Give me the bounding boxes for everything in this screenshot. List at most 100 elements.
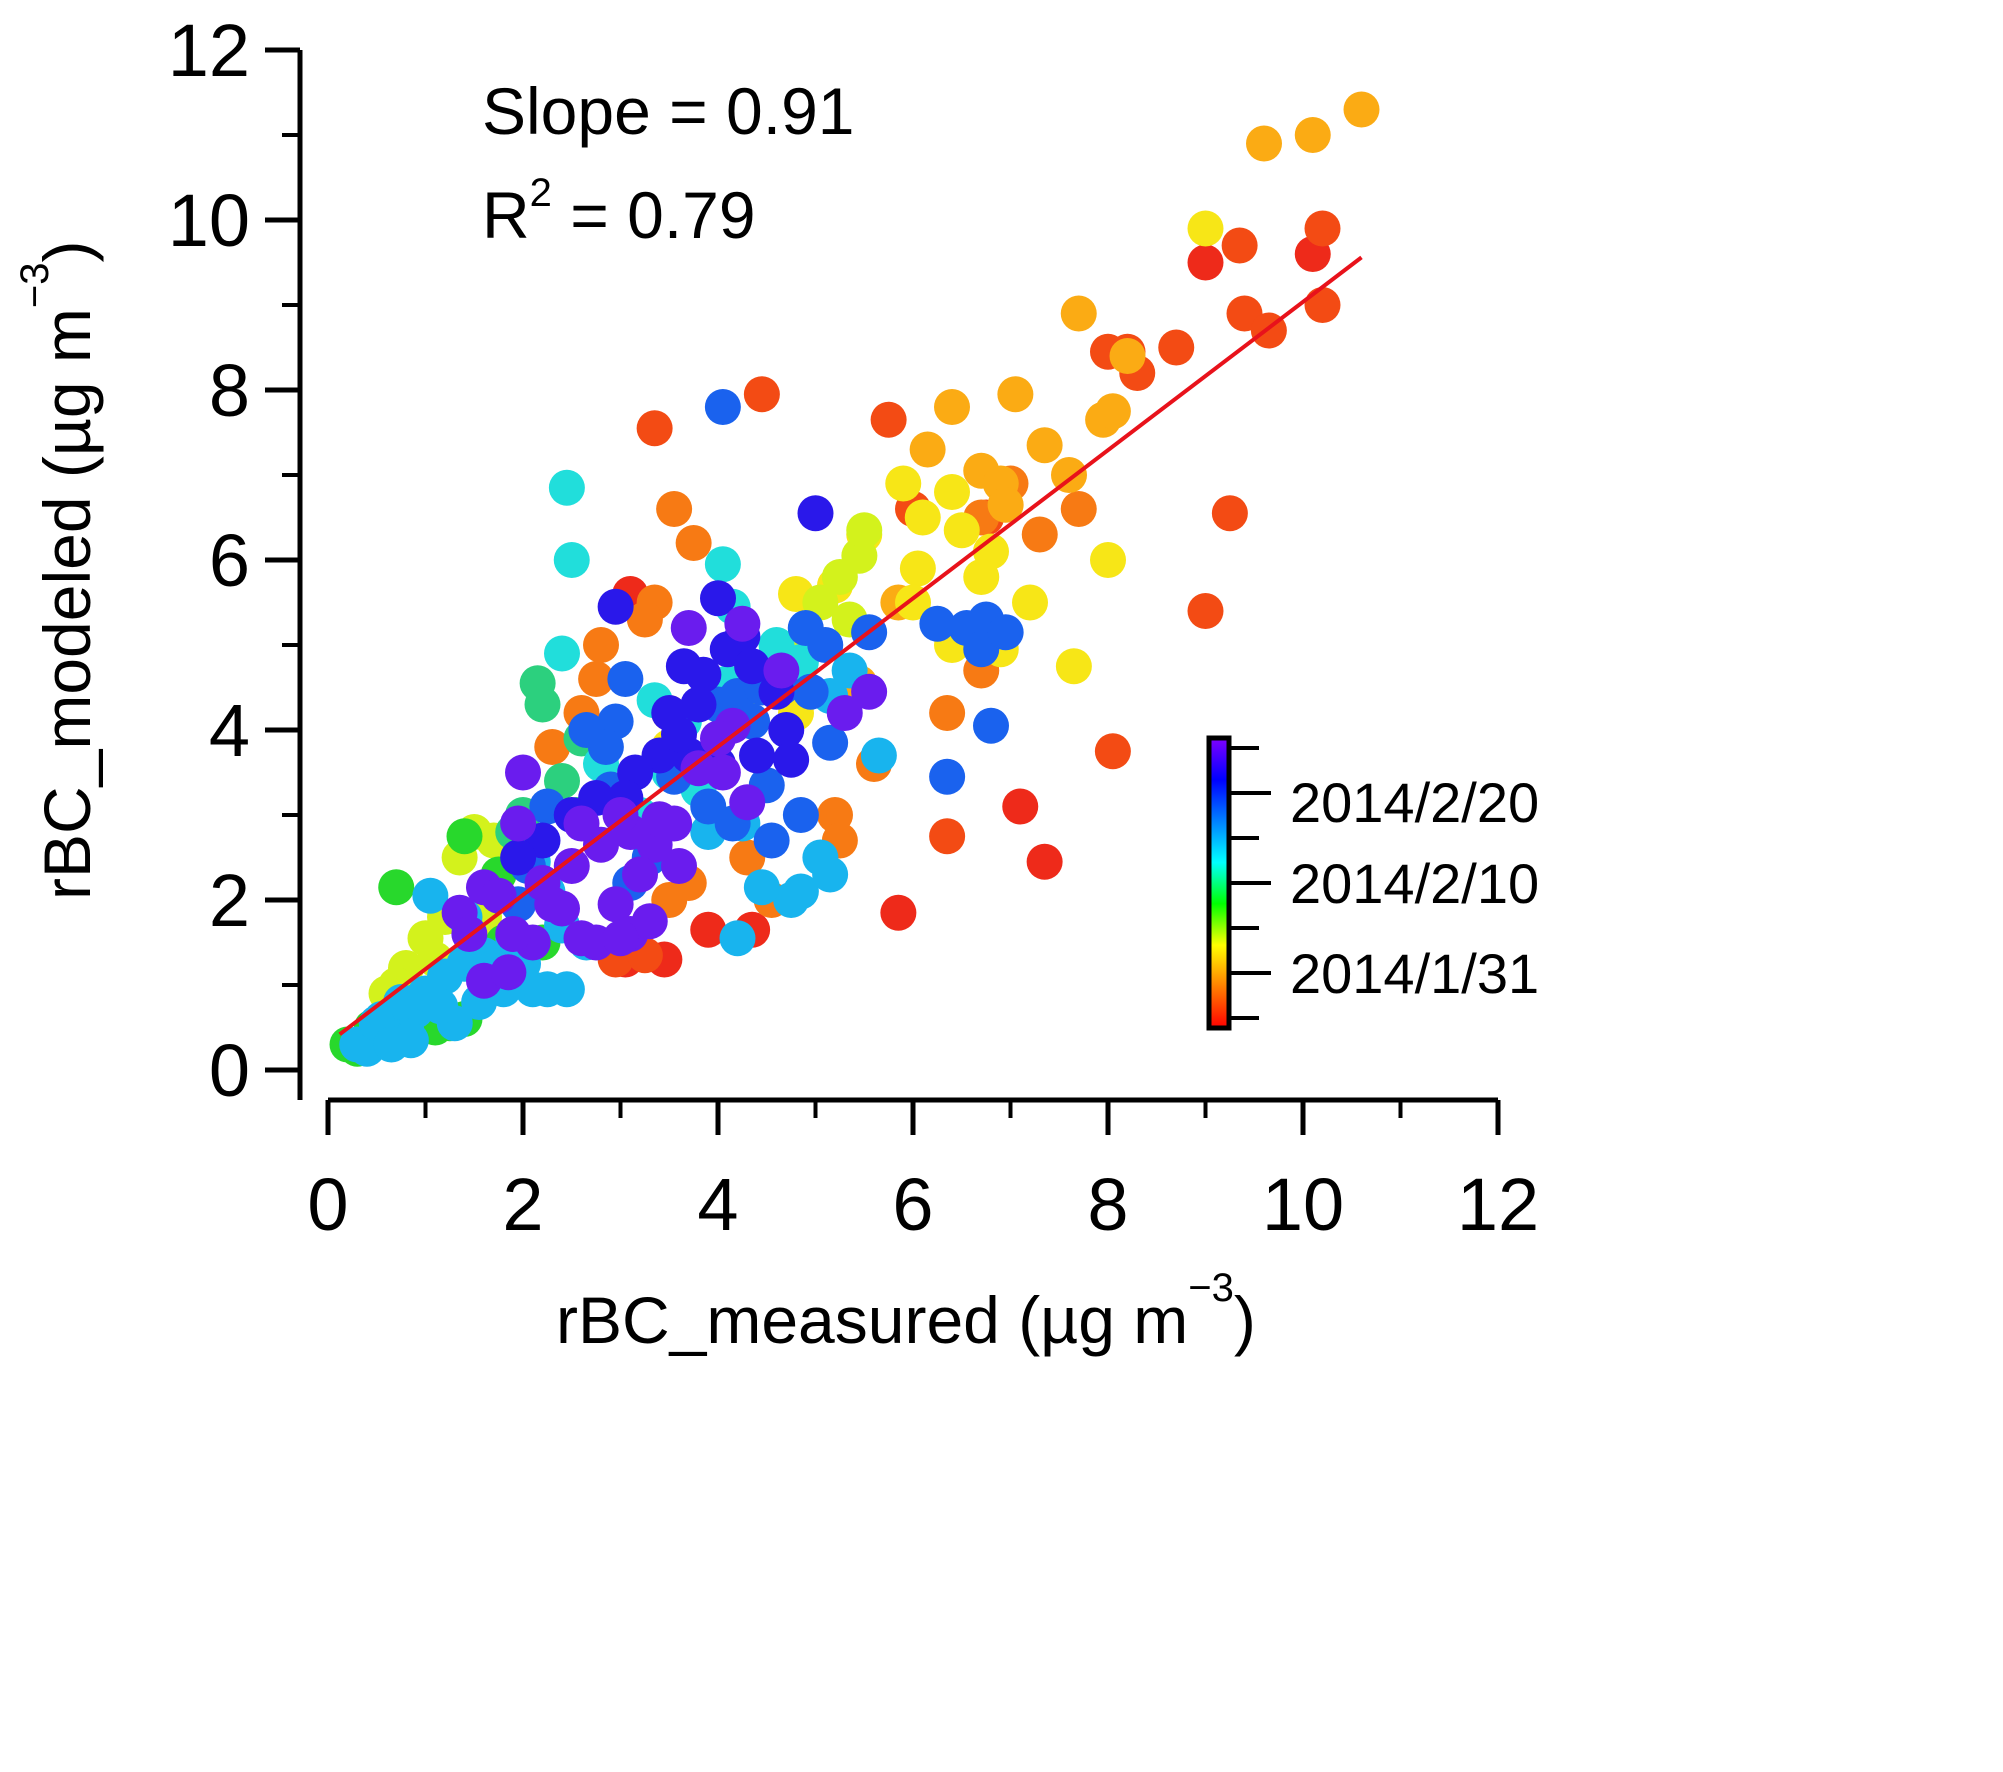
data-point-light-blue-8 <box>782 873 819 910</box>
colorbar: 2014/2/20 2014/2/10 2014/1/31 <box>1206 735 1539 1031</box>
data-point-blue-0 <box>704 389 741 425</box>
colorbar-label-0: 2014/2/20 <box>1290 771 1539 834</box>
y-tick-label-4: 4 <box>209 689 250 772</box>
data-point-yellow-9 <box>963 559 1000 595</box>
data-point-blue-7 <box>782 797 819 833</box>
x-tick-label-12: 12 <box>1457 1163 1539 1246</box>
data-point-indigo-7 <box>734 648 771 685</box>
data-point-violet-7 <box>505 754 541 791</box>
data-point-violet-24 <box>661 848 697 884</box>
data-point-yellow-green-3 <box>846 512 883 549</box>
data-point-red-orange-9 <box>1221 227 1258 264</box>
data-point-cyan-1 <box>553 542 590 578</box>
data-point-indigo-0 <box>797 495 834 532</box>
data-point-light-orange-5 <box>997 376 1034 413</box>
colorbar-gradient <box>1206 735 1232 1031</box>
data-point-yellow-4 <box>885 465 922 502</box>
data-point-blue-21 <box>919 605 956 642</box>
data-point-violet-37 <box>563 805 600 842</box>
data-point-violet-4 <box>826 695 863 731</box>
data-point-light-blue-40 <box>422 988 459 1025</box>
data-point-green-1 <box>446 818 483 855</box>
y-axis-title: rBC_modeled (µg m−3) <box>13 241 104 901</box>
data-point-light-orange-0 <box>1246 125 1282 162</box>
y-tick-label-10: 10 <box>168 179 250 262</box>
data-point-indigo-2 <box>700 580 736 617</box>
data-point-yellow-6 <box>934 474 970 510</box>
data-point-light-orange-7 <box>909 431 946 468</box>
data-point-light-orange-10 <box>1094 393 1131 430</box>
data-point-red-orange-4 <box>1211 495 1248 532</box>
data-point-violet-14 <box>490 954 527 991</box>
y-axis-title-end: ) <box>30 241 104 263</box>
data-point-blue-9 <box>690 788 727 825</box>
y-tick-label-0: 0 <box>209 1029 250 1112</box>
data-point-red-orange-2 <box>870 401 907 438</box>
data-point-orange-21 <box>626 601 663 638</box>
data-point-yellow-14 <box>899 550 936 587</box>
data-point-red-orange-1 <box>636 410 673 447</box>
data-point-violet-3 <box>851 673 888 710</box>
data-point-violet-38 <box>495 916 532 952</box>
data-point-light-blue-5 <box>812 856 849 893</box>
data-point-violet-36 <box>622 856 658 893</box>
y-tick-label-12: 12 <box>168 9 250 92</box>
data-point-violet-34 <box>602 797 639 833</box>
data-point-violet-0 <box>670 610 707 646</box>
data-point-red-5 <box>880 894 917 931</box>
data-point-yellow-3 <box>1012 584 1048 621</box>
x-tick-label-10: 10 <box>1262 1163 1344 1246</box>
data-point-orange-4 <box>583 627 619 663</box>
y-axis-title-sup: −3 <box>13 262 57 308</box>
data-point-red-orange-5 <box>1187 593 1224 629</box>
data-point-light-orange-8 <box>1026 427 1063 464</box>
data-point-violet-31 <box>534 886 571 923</box>
data-point-violet-30 <box>553 848 590 884</box>
data-point-indigo-22 <box>680 686 717 723</box>
data-point-violet-6 <box>700 720 736 757</box>
data-point-violet-2 <box>763 652 800 689</box>
r2-prefix: R <box>482 178 530 252</box>
data-point-violet-27 <box>704 754 741 791</box>
data-point-blue-4 <box>812 724 849 761</box>
data-point-blue-28 <box>787 610 824 646</box>
fit-line <box>338 255 1363 1036</box>
data-point-orange-13 <box>929 695 966 731</box>
data-point-indigo-20 <box>500 839 537 876</box>
data-point-violet-10 <box>480 877 517 914</box>
data-point-yellow-0 <box>1187 210 1224 247</box>
x-axis-title: rBC_measured (µg m−3) <box>556 1266 1256 1357</box>
data-point-indigo-11 <box>739 737 775 774</box>
data-point-red-8 <box>1187 244 1224 281</box>
data-point-violet-8 <box>500 805 537 842</box>
y-tick-label-6: 6 <box>209 519 250 602</box>
data-point-red-3 <box>690 911 727 948</box>
data-point-green-0 <box>378 869 415 906</box>
data-point-blue-11 <box>607 661 644 697</box>
data-point-blue-2 <box>929 758 966 795</box>
data-point-yellow-7 <box>943 512 980 549</box>
data-point-yellow-2 <box>1055 648 1092 685</box>
data-point-violet-35 <box>656 805 693 842</box>
data-point-light-blue-0 <box>860 737 897 774</box>
data-point-orange-0 <box>656 491 693 527</box>
colorbar-labels: 2014/2/20 2014/2/10 2014/1/31 <box>1290 771 1539 1005</box>
data-point-light-orange-4 <box>1109 338 1146 374</box>
data-point-light-blue-33 <box>412 877 449 914</box>
data-point-light-orange-2 <box>1343 91 1380 128</box>
data-point-red-orange-16 <box>1158 329 1195 366</box>
data-point-light-orange-13 <box>1051 457 1087 493</box>
data-point-sea-green-1 <box>524 686 561 723</box>
data-point-orange-17 <box>1021 516 1058 553</box>
data-point-indigo-10 <box>773 741 810 778</box>
data-point-light-orange-14 <box>987 486 1024 523</box>
data-point-red-6 <box>1002 788 1039 825</box>
data-point-blue-1 <box>973 707 1009 744</box>
y-axis-title-main: rBC_modeled (µg m <box>30 308 104 900</box>
data-point-indigo-23 <box>661 716 697 753</box>
y-tick-label-2: 2 <box>209 859 250 942</box>
data-point-blue-6 <box>753 822 790 859</box>
points-layer <box>329 91 1380 1067</box>
data-point-violet-26 <box>729 784 766 821</box>
data-point-cyan-6 <box>704 546 741 583</box>
